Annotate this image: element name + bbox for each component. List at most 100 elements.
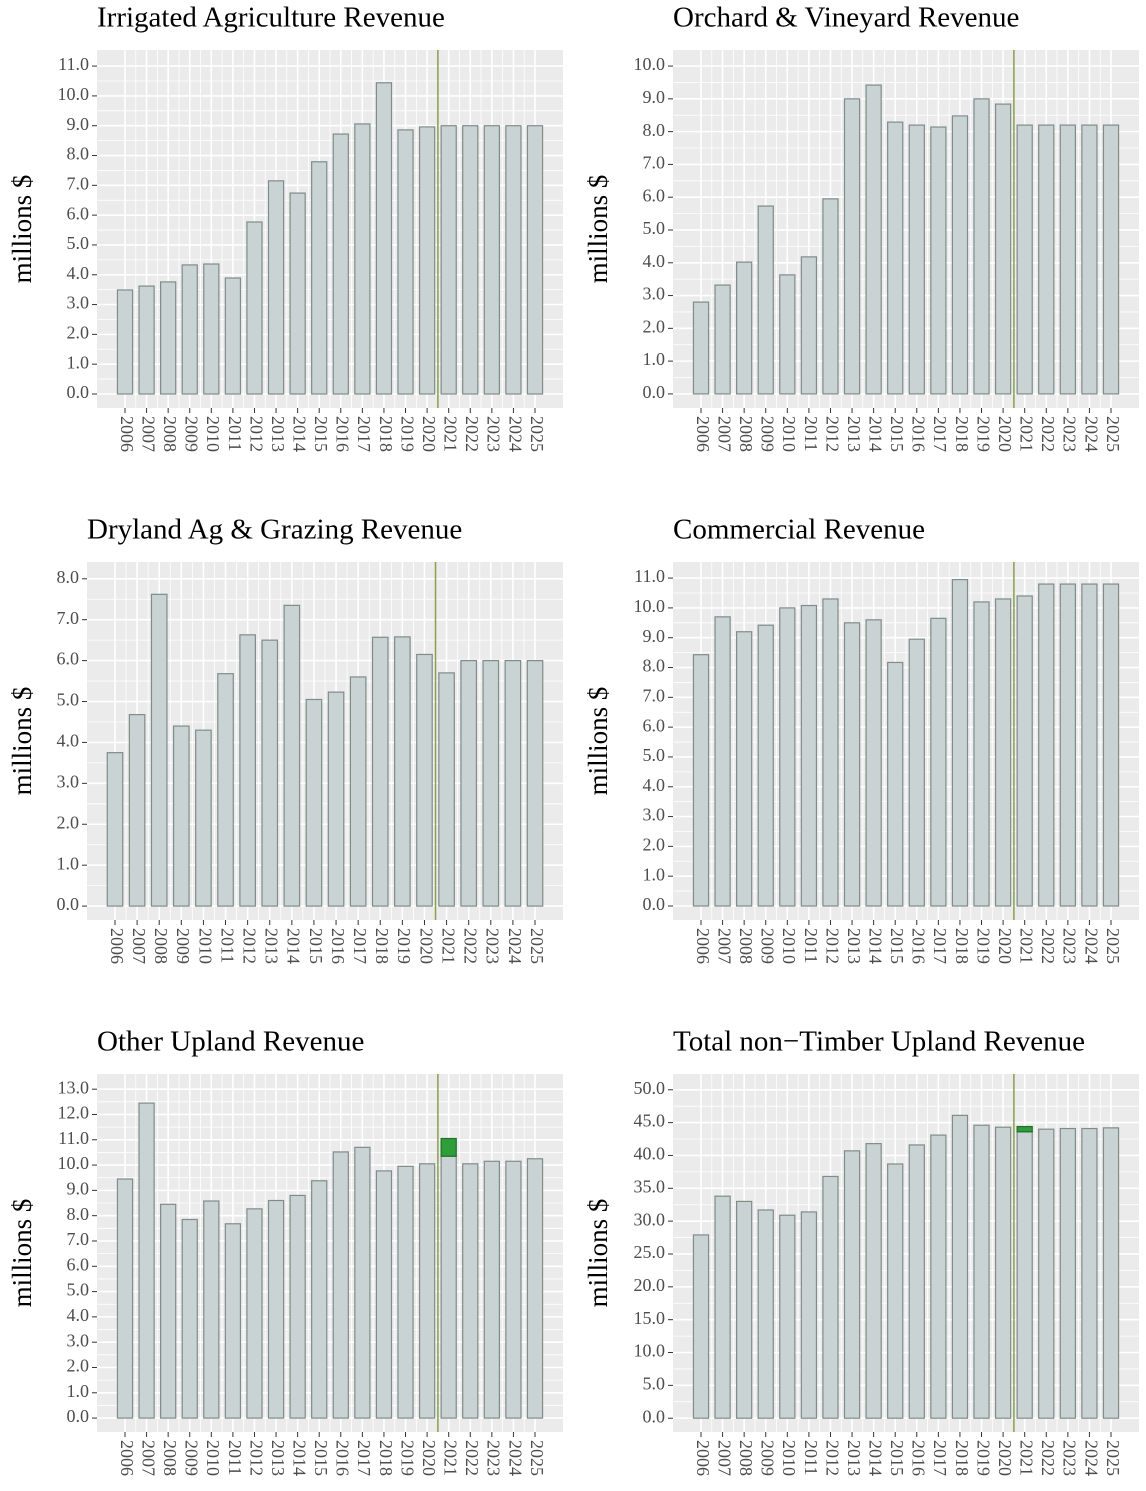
chart-title: Irrigated Agriculture Revenue [97, 2, 445, 34]
x-tick-label: 2025 [1103, 928, 1123, 964]
x-tick-label: 2009 [758, 928, 778, 964]
x-tick-label: 2010 [195, 928, 215, 964]
bar [692, 1234, 710, 1419]
bar [930, 617, 947, 907]
bar-highlight [1016, 1125, 1033, 1133]
x-tick-label: 2017 [930, 928, 950, 964]
x-tick-label: 2022 [1038, 1440, 1058, 1476]
bar [483, 1160, 500, 1419]
x-tick-label: 2019 [973, 416, 993, 452]
bar [138, 1102, 155, 1419]
x-tick-label: 2013 [844, 416, 864, 452]
bar [779, 607, 796, 907]
bar [504, 660, 522, 907]
y-tick-label: 20.0 [634, 1275, 666, 1295]
bar [397, 129, 414, 395]
x-tick-label: 2015 [887, 928, 907, 964]
y-tick-label: 3.0 [67, 293, 90, 313]
x-tick-label: 2021 [1017, 416, 1037, 452]
bar [246, 1208, 263, 1419]
x-tick-label: 2014 [290, 1440, 310, 1476]
x-tick-label: 2016 [909, 416, 929, 452]
bar [267, 1199, 285, 1419]
x-tick-label: 2011 [801, 928, 821, 963]
y-tick-label: 8.0 [67, 1204, 90, 1224]
y-tick-label: 2.0 [67, 322, 90, 342]
y-tick-label: 2.0 [57, 812, 80, 832]
x-tick-label: 2009 [173, 928, 193, 964]
bar [462, 125, 479, 395]
x-tick-label: 2017 [354, 1440, 374, 1476]
bar-highlight [440, 1137, 457, 1157]
bar [354, 123, 371, 395]
x-tick-label: 2013 [844, 1440, 864, 1476]
bar [438, 672, 455, 907]
x-tick-label: 2018 [952, 928, 972, 964]
x-tick-label: 2022 [1038, 928, 1058, 964]
bar [822, 198, 839, 395]
bar [714, 284, 731, 395]
x-tick-label: 2012 [246, 416, 266, 452]
bar [332, 1151, 349, 1419]
x-tick-label: 2023 [1060, 928, 1080, 964]
bar [526, 1158, 544, 1419]
panel: Irrigated Agriculture Revenue millions $ 0… [7, 2, 563, 452]
bar [460, 660, 478, 907]
bar [224, 277, 242, 395]
x-tick-label: 2011 [801, 416, 821, 451]
bar [973, 601, 990, 907]
x-tick-label: 2018 [952, 1440, 972, 1476]
bar [106, 752, 124, 907]
panel: Dryland Ag & Grazing Revenue millions $ 0.… [7, 514, 563, 964]
bar [289, 1194, 306, 1419]
y-tick-label: 7.0 [67, 173, 90, 193]
x-tick-label: 2014 [866, 416, 886, 452]
y-tick-label: 8.0 [643, 656, 666, 676]
bar [951, 578, 969, 907]
x-tick-label: 2019 [397, 1440, 417, 1476]
y-tick-label: 3.0 [67, 1330, 90, 1350]
x-tick-label: 2022 [461, 928, 481, 964]
bar [887, 661, 904, 907]
bar [692, 301, 710, 395]
chart-title: Orchard & Vineyard Revenue [673, 2, 1019, 34]
x-tick-label: 2024 [1081, 1440, 1101, 1476]
x-tick-label: 2021 [1017, 928, 1037, 964]
x-tick-label: 2021 [438, 928, 458, 964]
x-tick-label: 2012 [246, 1440, 266, 1476]
y-tick-label: 7.0 [67, 1229, 90, 1249]
bar [843, 622, 861, 907]
y-tick-label: 45.0 [634, 1111, 666, 1131]
y-tick-label: 4.0 [643, 251, 666, 271]
x-tick-label: 2023 [484, 416, 504, 452]
bar [908, 124, 925, 395]
y-tick-label: 0.0 [643, 382, 666, 402]
y-tick-label: 5.0 [67, 1280, 90, 1300]
x-tick-label: 2014 [866, 928, 886, 964]
bar [311, 161, 328, 395]
bar [128, 714, 146, 907]
x-tick-label: 2016 [333, 416, 353, 452]
bar [482, 660, 500, 907]
y-tick-label: 9.0 [67, 1179, 90, 1199]
chart-title: Total non−Timber Upland Revenue [673, 1026, 1085, 1058]
bar [865, 84, 882, 395]
x-tick-label: 2020 [995, 1440, 1015, 1476]
bar [261, 639, 279, 907]
bar [160, 281, 177, 395]
y-tick-label: 6.0 [57, 649, 80, 669]
x-tick-label: 2016 [909, 1440, 929, 1476]
bar [349, 676, 367, 907]
x-tick-label: 2015 [887, 1440, 907, 1476]
y-tick-label: 5.0 [57, 690, 80, 710]
y-tick-label: 5.0 [643, 218, 666, 238]
y-tick-label: 1.0 [57, 853, 80, 873]
bar [822, 598, 839, 907]
y-tick-label: 2.0 [643, 316, 666, 336]
bar [1016, 595, 1033, 907]
bar [994, 598, 1012, 907]
y-tick-label: 0.0 [643, 1406, 666, 1426]
y-tick-label: 0.0 [67, 1406, 90, 1426]
bar [994, 1126, 1012, 1419]
